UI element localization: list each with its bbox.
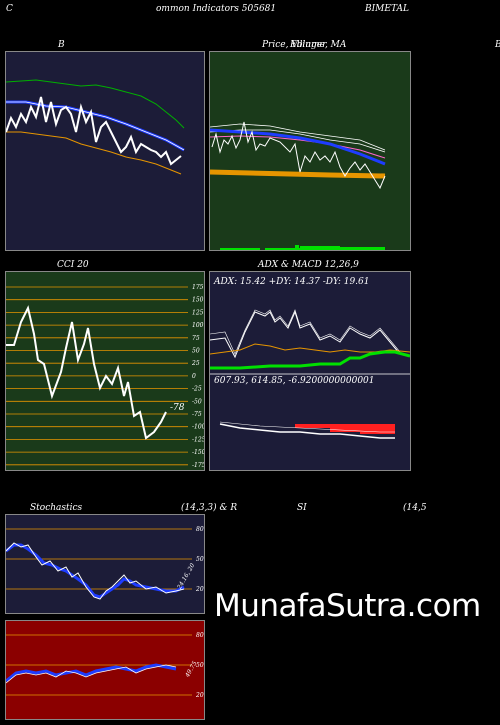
price-panel-overlap-title: Ellinger xyxy=(290,40,327,50)
cci-line xyxy=(6,305,167,440)
stoch-d-line xyxy=(6,543,185,599)
stochastics-params: (14,3,3) & R xyxy=(181,503,238,513)
ma-white-1 xyxy=(210,123,386,151)
tick-label: 50 xyxy=(192,348,200,355)
price-line xyxy=(6,96,182,166)
tick-label: 25 xyxy=(191,360,200,367)
adx-macd-panel: ADX: 15.42 +DY: 14.37 -DY: 19.61 607.93,… xyxy=(209,271,411,471)
rsi-panel-title: SI xyxy=(297,503,307,513)
tick-label: -75 xyxy=(192,411,202,418)
price-ma-chart xyxy=(210,121,386,250)
header-title: ommon Indicators 505681 xyxy=(156,4,277,14)
adx-green-line xyxy=(210,350,410,370)
tick-label: 20 xyxy=(195,586,204,593)
bollinger-chart xyxy=(6,79,185,175)
tick-label: 50 xyxy=(196,556,204,563)
adx-macd-panel-title: ADX & MACD 12,26,9 xyxy=(258,260,359,270)
adx-readout: ADX: 15.42 +DY: 14.37 -DY: 19.61 xyxy=(214,277,370,287)
tick-label: -175 xyxy=(192,462,204,469)
volume-bars xyxy=(220,245,385,250)
adx-minus-di xyxy=(210,309,401,355)
cci-chart: 175 150 125 100 75 50 25 0 -25 -50 -75 -100 -125 -150… xyxy=(6,284,204,469)
tick-label: -50 xyxy=(192,398,202,405)
rsi-line-white xyxy=(6,664,177,684)
rsi-line-blue xyxy=(6,663,177,683)
stochastics-panel-title: Stochastics xyxy=(30,503,83,513)
bb-middle-band-white xyxy=(6,101,185,151)
bollinger-panel xyxy=(5,51,205,251)
watermark: MunafaSutra.com xyxy=(214,588,481,624)
header-left: C xyxy=(6,4,13,14)
ma-blue xyxy=(210,128,386,166)
tick-label: 50 xyxy=(196,662,204,669)
macd-line xyxy=(219,423,395,439)
tick-label: -100 xyxy=(192,424,204,431)
tick-label: 80 xyxy=(196,526,204,533)
tick-label: 125 xyxy=(192,309,204,316)
tick-label: 80 xyxy=(196,632,204,639)
adx-line xyxy=(210,343,410,355)
bb-panel-title: B xyxy=(58,40,65,50)
macd-readout: 607.93, 614.85, -6.9200000000001 xyxy=(214,376,375,386)
ma-pink xyxy=(210,135,386,159)
bb-upper-band xyxy=(6,79,185,129)
tick-label: 75 xyxy=(192,335,200,342)
cci-panel: 175 150 125 100 75 50 25 0 -25 -50 -75 -100 -125 -150… xyxy=(5,271,205,471)
bb-lower-band xyxy=(6,131,182,175)
tick-label: 20 xyxy=(195,692,204,699)
header-symbol: BIMETAL xyxy=(365,4,409,14)
stochastics-chart: 80 50 20 xyxy=(6,526,204,600)
adx-chart xyxy=(210,309,410,439)
tick-label: -150 xyxy=(192,449,204,456)
right-edge-title: B xyxy=(495,40,500,50)
rsi-params: (14,5 xyxy=(403,503,427,513)
price-volume-panel xyxy=(209,51,411,251)
stochastics-panel: 80 50 20 24.16, 20 xyxy=(5,514,205,614)
rsi-chart: 80 50 20 xyxy=(6,632,204,699)
tick-label: 0 xyxy=(192,373,196,380)
adx-plus-di xyxy=(210,310,401,359)
ma-orange xyxy=(210,169,386,179)
tick-label: 100 xyxy=(192,322,204,329)
macd-signal-line xyxy=(219,421,395,433)
tick-label: 175 xyxy=(192,284,204,291)
tick-label: -25 xyxy=(192,386,202,393)
tick-label: 150 xyxy=(192,297,204,304)
stoch-k-line xyxy=(6,542,185,600)
tick-label: -125 xyxy=(192,436,204,443)
cci-value-label: -78 xyxy=(170,403,185,413)
price-panel-title: Price, Volume, MA xyxy=(262,40,347,50)
macd-histogram xyxy=(295,424,395,434)
cci-panel-title: CCI 20 xyxy=(57,260,89,270)
price-close-line xyxy=(211,121,386,190)
ma-white-2 xyxy=(210,129,386,153)
rsi-panel: 80 50 20 49.75 xyxy=(5,620,205,720)
